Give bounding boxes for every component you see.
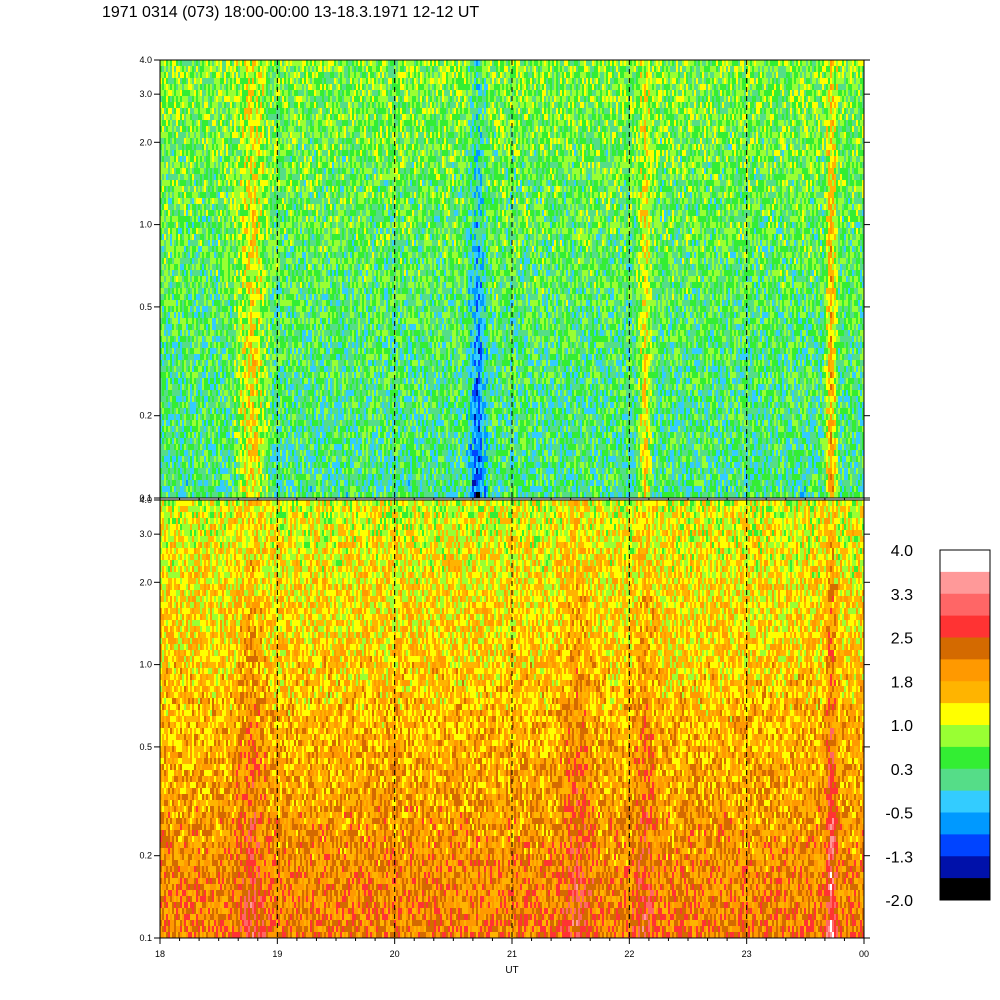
colorbar-label: -1.3 <box>885 849 913 866</box>
y-tick-label: 0.1 <box>139 933 152 943</box>
colorbar-swatch <box>940 791 990 813</box>
colorbar-swatch <box>940 769 990 791</box>
y-tick-label: 0.2 <box>139 851 152 861</box>
colorbar-swatch <box>940 834 990 856</box>
colorbar-swatch <box>940 681 990 703</box>
y-tick-label: 1.0 <box>139 220 152 230</box>
y-tick-label: 4.0 <box>139 495 152 505</box>
x-axis-label: UT <box>505 965 518 976</box>
y-tick-label: 3.0 <box>139 529 152 539</box>
colorbar-swatch <box>940 594 990 616</box>
colorbar-label: 4.0 <box>891 543 913 560</box>
colorbar-label: -0.5 <box>885 806 913 823</box>
x-tick-label: 21 <box>507 949 517 959</box>
colorbar-label: 1.0 <box>891 718 913 735</box>
y-tick-label: 0.5 <box>139 302 152 312</box>
x-tick-label: 20 <box>390 949 400 959</box>
colorbar-swatch <box>940 550 990 572</box>
x-tick-label: 19 <box>272 949 282 959</box>
colorbar-swatch <box>940 856 990 878</box>
spectrogram-panel-lower: 0.1 0.2 0.5 1.0 2.0 3.0 4.0 18 19 20 21 22 23 00 UT <box>139 495 870 976</box>
colorbar-label: 3.3 <box>891 587 913 604</box>
colorbar-swatch <box>940 725 990 747</box>
colorbar-label: 0.3 <box>891 762 913 779</box>
colorbar-swatch <box>940 747 990 769</box>
x-tick-label: 22 <box>624 949 634 959</box>
y-tick-label: 1.0 <box>139 660 152 670</box>
colorbar: 4.0 3.3 2.5 1.8 1.0 0.3 -0.5 -1.3 -2.0 <box>885 543 990 910</box>
x-tick-label: 18 <box>155 949 165 959</box>
y-tick-label: 2.0 <box>139 577 152 587</box>
colorbar-swatch <box>940 878 990 900</box>
y-tick-label: 0.5 <box>139 742 152 752</box>
y-tick-label: 2.0 <box>139 137 152 147</box>
x-tick-label: 23 <box>742 949 752 959</box>
y-tick-label: 0.2 <box>139 411 152 421</box>
colorbar-label: -2.0 <box>885 893 913 910</box>
y-tick-label: 4.0 <box>139 55 152 65</box>
spectrogram-panel-upper: 0.10.20.51.02.03.04.0 <box>139 55 870 504</box>
y-tick-label: 3.0 <box>139 89 152 99</box>
colorbar-swatch <box>940 638 990 660</box>
colorbar-swatch <box>940 659 990 681</box>
colorbar-swatch <box>940 616 990 638</box>
colorbar-swatch <box>940 703 990 725</box>
colorbar-label: 2.5 <box>891 631 913 648</box>
colorbar-label: 1.8 <box>891 674 913 691</box>
x-tick-label: 00 <box>859 949 869 959</box>
colorbar-swatch <box>940 813 990 835</box>
colorbar-swatch <box>940 572 990 594</box>
